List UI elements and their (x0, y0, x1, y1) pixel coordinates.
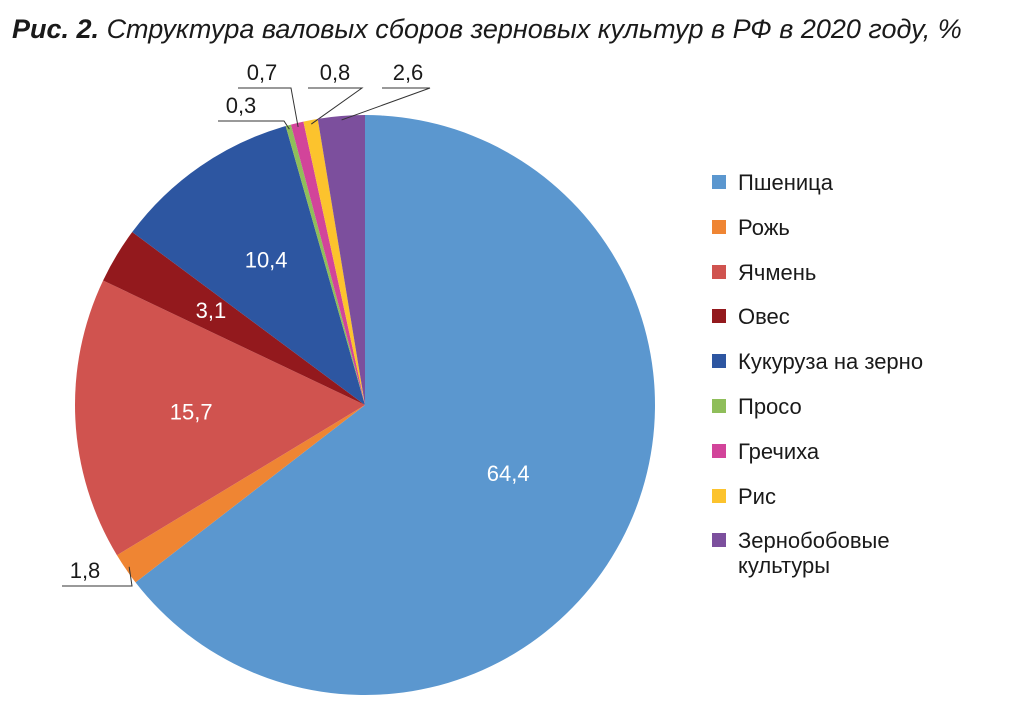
legend-label: Просо (738, 393, 802, 419)
title-text: Структура валовых сборов зерновых культу… (106, 14, 962, 44)
data-label: 0,3 (226, 93, 257, 118)
leader-line (218, 120, 290, 130)
figure-label: Рис. 2. (12, 14, 100, 44)
legend-label: Рожь (738, 214, 790, 240)
legend-label: Овес (738, 304, 790, 330)
legend-swatch (712, 264, 726, 279)
legend-label: Ячмень (738, 259, 817, 285)
pie-slice (74, 280, 365, 556)
pie-slice (103, 232, 366, 405)
pie-slice (317, 115, 365, 405)
pie-slice (132, 126, 365, 405)
legend-swatch (712, 533, 726, 548)
legend-swatch (712, 488, 726, 503)
leader-line (62, 566, 133, 587)
data-label: 15,7 (170, 400, 213, 425)
legend-swatch (712, 354, 726, 369)
legend-label: Пшеница (738, 170, 833, 195)
legend-label: Гречиха (738, 438, 820, 464)
data-label: 0,7 (247, 60, 278, 85)
pie-slice (290, 121, 365, 405)
data-label: 10,4 (245, 248, 288, 273)
legend-label: Рис (738, 483, 776, 509)
leader-line (341, 87, 431, 121)
data-label: 0,8 (320, 60, 351, 85)
legend-label: Кукуруза на зерно (738, 349, 924, 375)
legend-label: Зернобобовые культуры (738, 528, 890, 579)
pie-slice (303, 118, 365, 406)
legend-swatch (712, 175, 726, 189)
legend-swatch (712, 309, 726, 324)
data-label: 64,4 (487, 461, 530, 486)
leader-line (308, 87, 364, 125)
pie-slice (116, 405, 365, 583)
legend-swatch (712, 398, 726, 413)
data-label: 3,1 (196, 298, 227, 323)
legend-swatch (712, 443, 726, 458)
chart-title: Рис. 2. Структура валовых сборов зерновы… (12, 14, 962, 45)
leader-line (238, 87, 299, 128)
pie-slice (135, 115, 656, 695)
legend-swatch (712, 219, 726, 234)
data-label: 1,8 (70, 558, 101, 583)
pie-slice (285, 124, 365, 405)
data-label: 2,6 (393, 60, 424, 85)
